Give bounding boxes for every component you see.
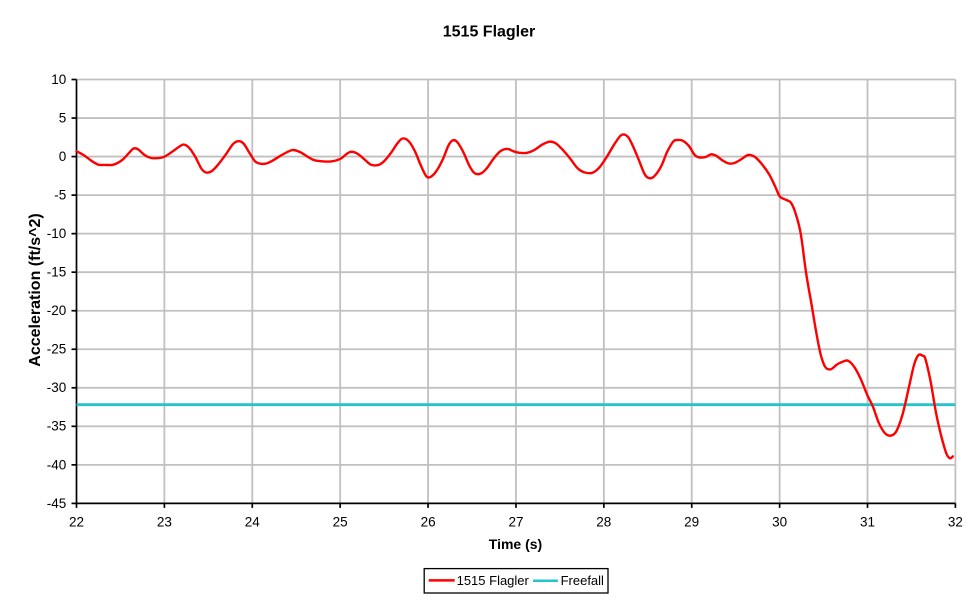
svg-text:-20: -20 [47,303,67,318]
svg-text:-15: -15 [47,265,67,280]
svg-text:1515 Flagler: 1515 Flagler [457,573,530,588]
svg-text:32: 32 [948,515,963,530]
svg-text:28: 28 [596,515,611,530]
svg-text:22: 22 [69,515,84,530]
svg-text:Acceleration (ft/s^2): Acceleration (ft/s^2) [27,213,44,366]
svg-text:5: 5 [59,110,67,125]
svg-text:29: 29 [684,515,699,530]
svg-text:-5: -5 [54,187,66,202]
svg-text:-30: -30 [47,380,67,395]
svg-text:25: 25 [333,515,348,530]
svg-text:30: 30 [772,515,787,530]
svg-text:31: 31 [860,515,875,530]
svg-text:24: 24 [245,515,261,530]
svg-text:10: 10 [51,72,66,87]
svg-text:-35: -35 [47,419,67,434]
svg-text:23: 23 [157,515,172,530]
svg-text:-40: -40 [47,457,67,472]
svg-text:-10: -10 [47,226,67,241]
svg-text:-25: -25 [47,342,67,357]
svg-text:27: 27 [508,515,523,530]
svg-text:1515 Flagler: 1515 Flagler [443,24,536,41]
svg-text:Freefall: Freefall [561,573,604,588]
svg-text:26: 26 [421,515,436,530]
svg-text:-45: -45 [47,496,67,511]
svg-text:0: 0 [59,149,67,164]
svg-text:Time (s): Time (s) [489,536,542,552]
